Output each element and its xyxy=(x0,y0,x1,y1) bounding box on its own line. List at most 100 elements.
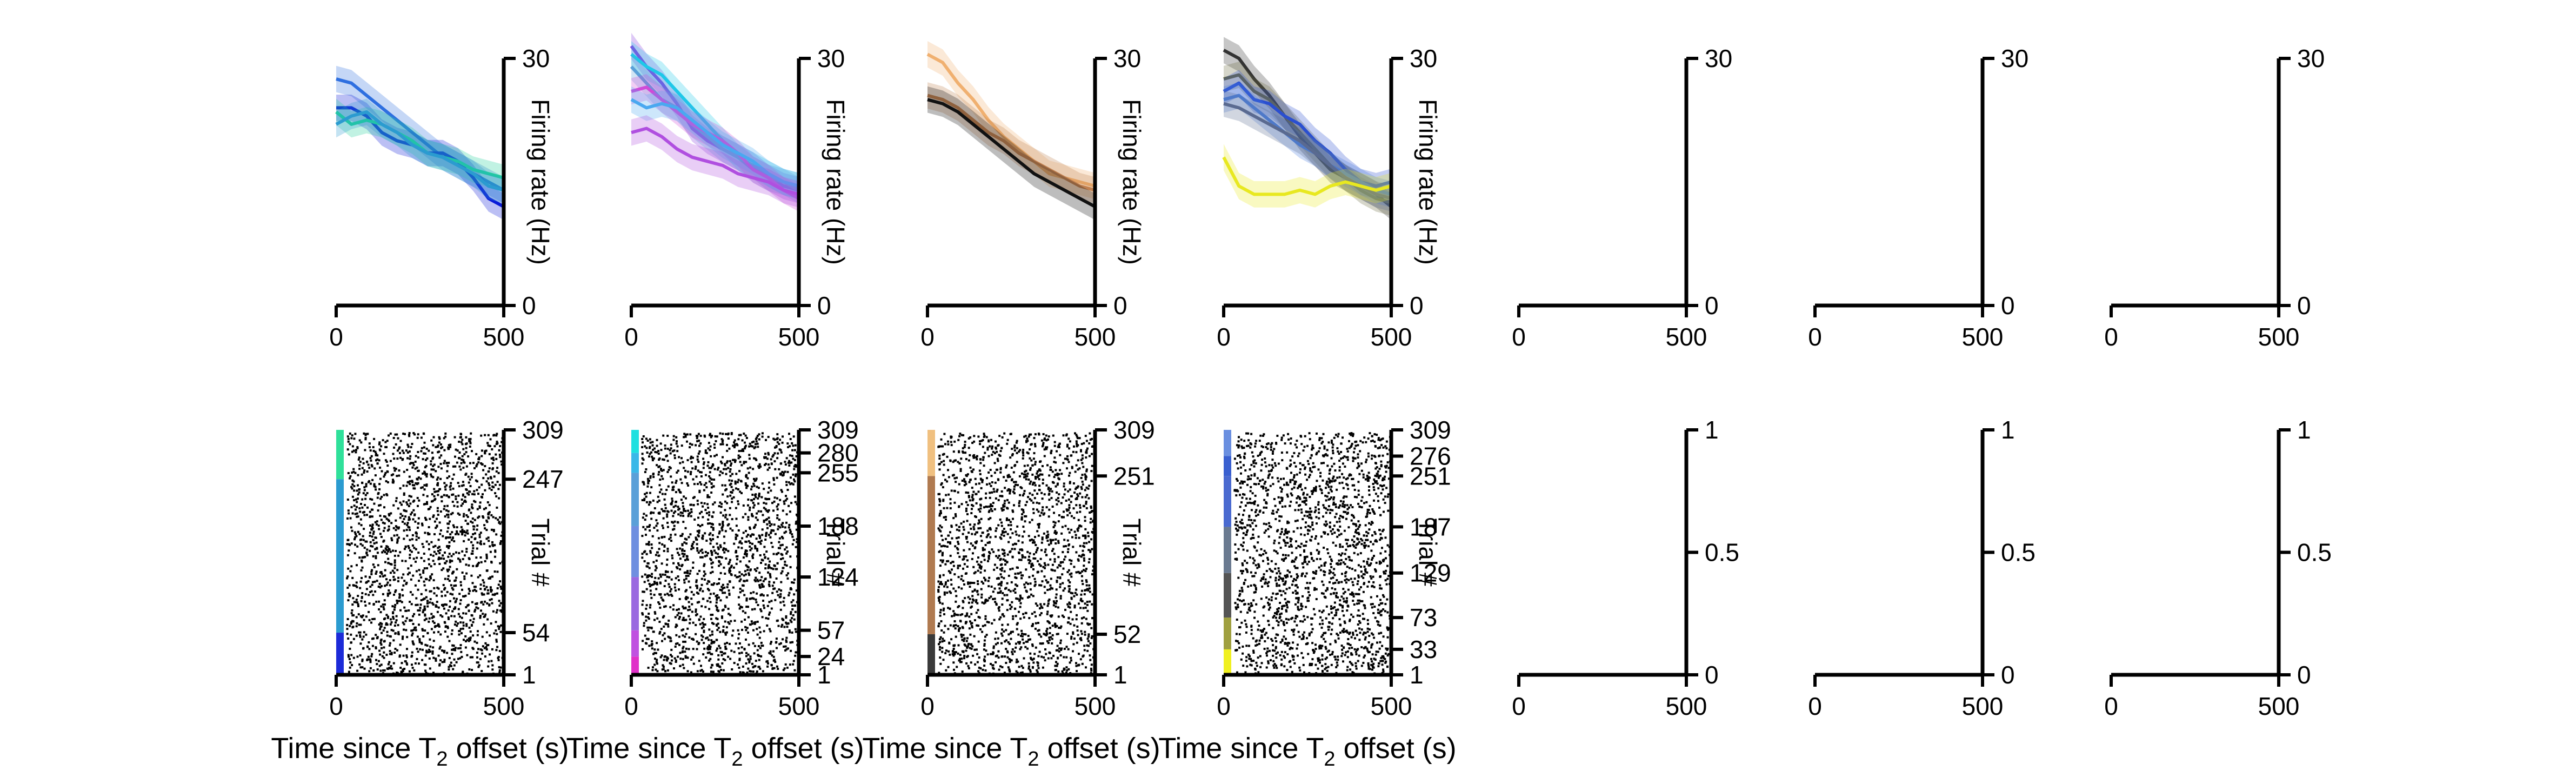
spike-tick xyxy=(775,577,778,580)
spike-tick xyxy=(641,553,644,555)
spike-tick xyxy=(685,596,688,599)
spike-tick xyxy=(724,647,727,650)
spike-tick xyxy=(658,499,660,502)
spike-tick xyxy=(647,629,650,632)
spike-tick xyxy=(732,629,735,632)
spike-tick xyxy=(684,655,687,658)
spike-tick xyxy=(369,449,372,452)
spike-tick xyxy=(1069,581,1071,583)
spike-tick xyxy=(658,603,661,605)
spike-tick xyxy=(357,497,359,500)
spike-tick xyxy=(1001,436,1004,439)
spike-tick xyxy=(364,600,366,603)
spike-tick xyxy=(663,459,665,461)
spike-tick xyxy=(670,648,673,651)
spike-tick xyxy=(689,586,692,589)
spike-tick xyxy=(399,516,402,519)
spike-tick xyxy=(792,581,795,584)
spike-tick xyxy=(670,570,673,573)
spike-tick xyxy=(383,539,385,542)
spike-tick xyxy=(378,483,381,486)
spike-tick xyxy=(1038,526,1040,529)
spike-tick xyxy=(423,597,426,600)
spike-tick xyxy=(409,556,411,559)
spike-tick xyxy=(706,464,709,467)
spike-tick xyxy=(374,590,377,593)
spike-tick xyxy=(473,525,476,528)
spike-tick xyxy=(669,449,671,451)
spike-tick xyxy=(666,547,669,550)
spike-tick xyxy=(666,470,669,473)
spike-tick xyxy=(1080,630,1083,633)
spike-tick xyxy=(792,663,795,666)
spike-tick xyxy=(363,471,365,474)
spike-tick xyxy=(457,658,459,660)
spike-tick xyxy=(756,512,758,515)
spike-tick xyxy=(997,556,999,559)
spike-tick xyxy=(444,515,446,518)
spike-tick xyxy=(390,537,393,540)
spike-tick xyxy=(1089,439,1092,441)
spike-tick xyxy=(708,496,711,499)
spike-tick xyxy=(416,532,418,535)
spike-tick xyxy=(794,475,797,477)
spike-tick xyxy=(757,497,759,500)
spike-tick xyxy=(997,637,999,640)
spike-tick xyxy=(723,586,726,589)
spike-tick xyxy=(481,649,483,652)
spike-tick xyxy=(658,457,661,460)
spike-tick xyxy=(491,485,494,488)
spike-tick xyxy=(706,588,709,590)
spike-tick xyxy=(782,509,784,512)
spike-tick xyxy=(395,519,397,522)
spike-tick xyxy=(1022,454,1025,457)
spike-tick xyxy=(777,668,779,670)
spike-tick xyxy=(731,501,733,503)
spike-tick xyxy=(486,589,489,592)
spike-tick xyxy=(728,569,731,572)
spike-tick xyxy=(980,566,983,568)
spike-tick xyxy=(729,475,732,477)
spike-tick xyxy=(687,609,690,612)
spike-tick xyxy=(383,608,385,610)
spike-tick xyxy=(411,511,413,514)
spike-tick xyxy=(646,440,649,442)
spike-tick xyxy=(942,659,945,661)
spike-tick xyxy=(709,537,712,540)
spike-tick xyxy=(722,630,724,633)
spike-tick xyxy=(770,542,773,544)
spike-tick xyxy=(681,563,684,566)
spike-tick xyxy=(751,499,753,502)
spike-tick xyxy=(697,453,700,455)
spike-tick xyxy=(713,443,716,446)
spike-tick xyxy=(678,579,680,581)
spike-tick xyxy=(744,444,747,447)
spike-tick xyxy=(765,509,768,512)
spike-tick xyxy=(424,669,427,672)
spike-tick xyxy=(946,507,949,509)
spike-tick xyxy=(654,451,657,453)
spike-tick xyxy=(423,619,426,621)
spike-tick xyxy=(418,623,420,626)
spike-tick xyxy=(771,667,774,669)
spike-tick xyxy=(686,557,689,560)
spike-tick xyxy=(353,485,356,487)
spike-tick xyxy=(375,488,377,491)
spike-tick xyxy=(749,506,751,509)
spike-tick xyxy=(642,600,644,602)
spike-tick xyxy=(462,670,464,673)
spike-tick xyxy=(437,494,439,496)
spike-tick xyxy=(465,563,468,566)
spike-tick xyxy=(651,441,654,443)
spike-tick xyxy=(664,637,666,640)
spike-tick xyxy=(1058,647,1060,650)
spike-tick xyxy=(1045,579,1047,582)
spike-tick xyxy=(1046,610,1049,613)
spike-tick xyxy=(766,457,769,460)
spike-tick xyxy=(725,461,728,464)
spike-tick xyxy=(399,501,402,504)
spike-tick xyxy=(485,507,487,509)
spike-tick xyxy=(397,554,400,557)
spike-tick xyxy=(432,546,435,548)
spike-tick xyxy=(679,557,682,560)
